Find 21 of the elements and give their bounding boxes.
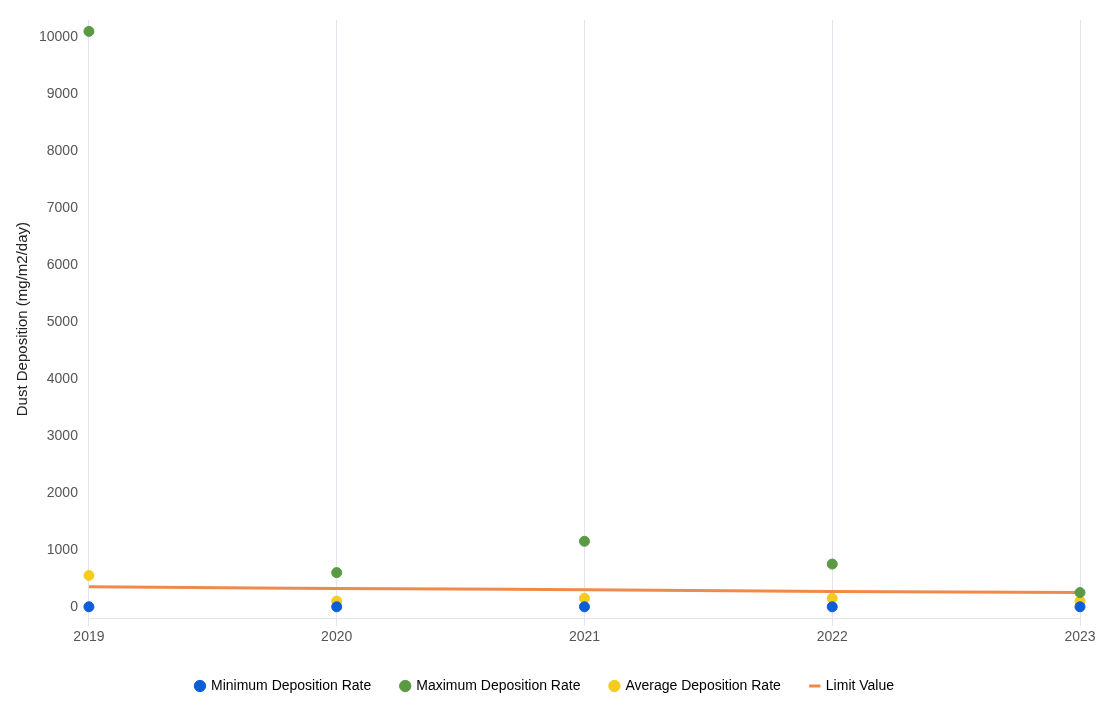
y-tick-label: 1000: [46, 540, 79, 557]
y-tick-label: 5000: [46, 312, 79, 329]
y-tick-label: 2000: [46, 483, 79, 500]
y-tick-label: 4000: [46, 369, 79, 386]
x-tick-label: 2021: [568, 628, 601, 645]
y-axis-title: Dust Deposition (mg/m2/day): [13, 221, 31, 417]
x-tick-label: 2023: [1064, 628, 1096, 645]
y-tick-label: 10000: [38, 27, 79, 44]
y-tick-label: 6000: [46, 255, 79, 272]
x-tick-label: 2019: [73, 628, 105, 645]
y-tick-label: 3000: [46, 426, 79, 443]
y-tick-label: 0: [70, 597, 79, 614]
y-tick-label: 7000: [46, 198, 79, 215]
legend-label: Minimum Deposition Rate: [210, 676, 372, 693]
x-tick-label: 2020: [321, 628, 353, 645]
legend-label: Limit Value: [825, 676, 895, 693]
legend-label: Maximum Deposition Rate: [416, 676, 581, 693]
y-tick-label: 8000: [46, 141, 79, 158]
y-tick-label: 9000: [46, 84, 79, 101]
legend-label: Average Deposition Rate: [625, 676, 782, 693]
x-tick-label: 2022: [816, 628, 849, 645]
